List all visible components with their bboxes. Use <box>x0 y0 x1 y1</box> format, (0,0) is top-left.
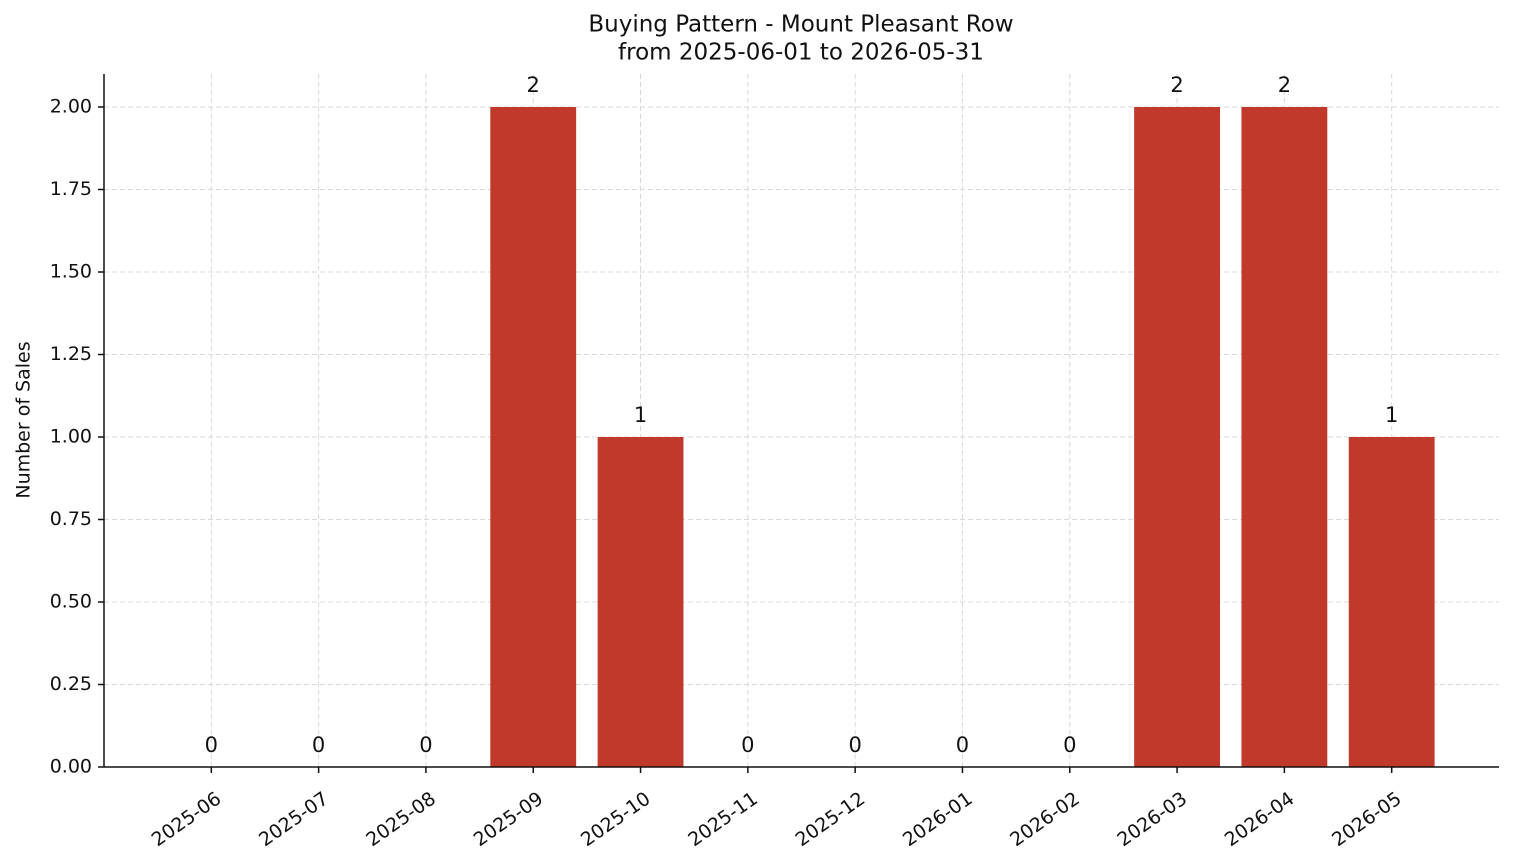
x-tick-label: 2025-09 <box>470 788 548 852</box>
value-label: 2 <box>1170 73 1183 97</box>
y-tick-label: 2.00 <box>50 96 92 118</box>
y-tick-label: 1.75 <box>50 178 92 200</box>
x-tick-label: 2025-08 <box>362 788 440 852</box>
x-tick-label: 2026-01 <box>899 788 977 852</box>
value-label: 0 <box>741 733 754 757</box>
bar <box>1241 107 1328 767</box>
x-tick-label: 2026-02 <box>1006 788 1084 852</box>
value-label: 1 <box>1385 403 1398 427</box>
x-tick-label: 2026-03 <box>1113 788 1191 852</box>
x-tick-label: 2026-04 <box>1221 788 1299 852</box>
chart-title: Buying Pattern - Mount Pleasant Row <box>588 12 1013 38</box>
x-tick-label: 2025-07 <box>255 788 333 852</box>
bar <box>1348 437 1435 767</box>
chart-subtitle: from 2025-06-01 to 2026-05-31 <box>618 40 984 66</box>
y-tick-label: 0.50 <box>50 591 92 613</box>
bar <box>490 107 577 767</box>
y-tick-label: 0.00 <box>50 756 92 778</box>
value-label: 2 <box>1278 73 1291 97</box>
y-tick-label: 1.50 <box>50 261 92 283</box>
value-label: 0 <box>312 733 325 757</box>
x-tick-label: 2025-10 <box>577 788 655 852</box>
bar <box>1134 107 1220 767</box>
y-tick-label: 0.75 <box>50 508 92 530</box>
x-tick-label: 2026-05 <box>1328 788 1406 852</box>
x-tick-label: 2025-11 <box>684 788 762 852</box>
y-tick-label: 1.25 <box>50 343 92 365</box>
y-tick-label: 1.00 <box>50 426 92 448</box>
bar <box>597 437 684 767</box>
value-label: 0 <box>419 733 432 757</box>
value-label: 0 <box>205 733 218 757</box>
value-label: 0 <box>848 733 861 757</box>
value-label: 0 <box>956 733 969 757</box>
value-label: 0 <box>1063 733 1076 757</box>
x-tick-label: 2025-06 <box>148 788 226 852</box>
value-label: 2 <box>527 73 540 97</box>
value-label: 1 <box>634 403 647 427</box>
y-tick-label: 0.25 <box>50 673 92 695</box>
x-tick-label: 2025-12 <box>792 788 870 852</box>
y-axis-label: Number of Sales <box>13 341 35 498</box>
